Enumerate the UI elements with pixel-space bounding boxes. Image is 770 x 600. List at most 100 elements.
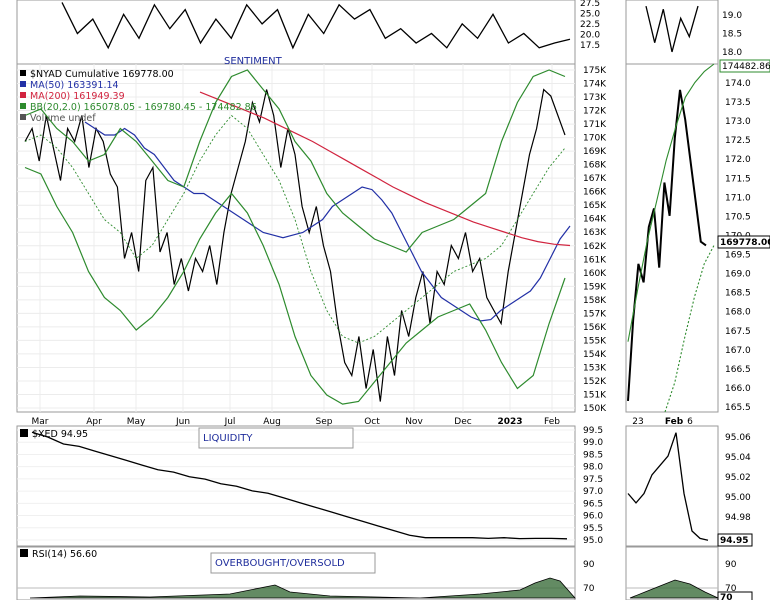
side-series-0 bbox=[627, 89, 707, 401]
main-series-2 bbox=[199, 91, 571, 247]
main-ytick-10: 165K bbox=[583, 201, 607, 211]
main-panel-frame-2 bbox=[16, 425, 576, 547]
liq-ytick-5: 97.0 bbox=[583, 487, 603, 497]
main-ytick-16: 159K bbox=[583, 282, 607, 292]
sentiment-line bbox=[61, 2, 571, 50]
side-ytick-2: 173.0 bbox=[725, 117, 751, 127]
main-xlabel-0: Mar bbox=[32, 417, 49, 427]
rsi-ytick-1: 70 bbox=[583, 584, 595, 594]
main-ytick-14: 161K bbox=[583, 255, 607, 265]
main-legend-4: Volume undef bbox=[30, 113, 96, 124]
main-legend-swatch-0 bbox=[20, 70, 26, 76]
main-xlabel-7: Oct bbox=[364, 417, 380, 427]
liq-ytick-2: 98.5 bbox=[583, 450, 603, 460]
main-ytick-5: 170K bbox=[583, 134, 607, 144]
main-ytick-25: 150K bbox=[583, 404, 607, 414]
main-series-1 bbox=[84, 121, 571, 322]
side-callout-1: 169778.00 bbox=[720, 238, 770, 248]
side-panel-frame-0 bbox=[625, 0, 719, 65]
side-ytick-17: 165.5 bbox=[725, 403, 751, 413]
main-xlabel-6: Sep bbox=[316, 417, 333, 427]
liq-ytick-9: 95.0 bbox=[583, 536, 603, 546]
rsi-side-callout: 70 bbox=[720, 593, 733, 600]
liq-side-callout-box bbox=[717, 533, 753, 547]
main-xlabel-4: Jul bbox=[224, 417, 236, 427]
main-ytick-13: 162K bbox=[583, 242, 607, 252]
main-ytick-9: 166K bbox=[583, 188, 607, 198]
side-ytick-7: 170.5 bbox=[725, 212, 751, 222]
liq-ytick-3: 98.0 bbox=[583, 463, 603, 473]
main-panel-frame-1 bbox=[16, 63, 576, 413]
liq-side-callout: 94.95 bbox=[720, 536, 748, 546]
liq-ytick-1: 99.0 bbox=[583, 438, 603, 448]
main-ytick-11: 164K bbox=[583, 215, 607, 225]
sentiment-tick-4: 17.5 bbox=[580, 41, 600, 51]
liq-ytick-6: 96.5 bbox=[583, 499, 603, 509]
main-series-4 bbox=[24, 114, 566, 344]
main-xlabel-1: Apr bbox=[86, 417, 102, 427]
rsi-title: OVERBOUGHT/OVERSOLD bbox=[215, 558, 345, 569]
sentiment-tick-1: 25.0 bbox=[580, 10, 600, 20]
main-xlabel-2: May bbox=[127, 417, 146, 427]
side-panel-frame-1 bbox=[625, 63, 719, 413]
main-legend-swatch-3 bbox=[20, 103, 26, 109]
main-ytick-4: 171K bbox=[583, 120, 607, 130]
side-ytick-12: 168.0 bbox=[725, 308, 751, 318]
liq-side-tick-1: 95.04 bbox=[725, 453, 751, 463]
main-series-3 bbox=[24, 69, 566, 253]
side-callout-0: 174482.86 bbox=[722, 62, 770, 72]
rsi-ytick-0: 90 bbox=[583, 560, 595, 570]
main-legend-swatch-2 bbox=[20, 92, 26, 98]
main-series-5 bbox=[24, 166, 566, 405]
sentiment-side-tick-1: 18.5 bbox=[722, 30, 742, 40]
main-ytick-0: 175K bbox=[583, 66, 607, 76]
sentiment-side-tick-2: 18.0 bbox=[722, 48, 742, 58]
main-xlabel-10: 2023 bbox=[497, 417, 522, 427]
side-callout-box-1 bbox=[717, 235, 770, 249]
main-xlabel-5: Aug bbox=[263, 417, 281, 427]
main-ytick-1: 174K bbox=[583, 80, 607, 90]
main-ytick-19: 156K bbox=[583, 323, 607, 333]
side-ytick-6: 171.0 bbox=[725, 193, 751, 203]
liq-title-box bbox=[198, 427, 354, 449]
rsi-title-box bbox=[210, 552, 376, 574]
liq-ytick-0: 99.5 bbox=[583, 426, 603, 436]
main-ytick-22: 153K bbox=[583, 363, 607, 373]
main-ytick-23: 152K bbox=[583, 377, 607, 387]
main-ytick-8: 167K bbox=[583, 174, 607, 184]
side-ytick-4: 172.0 bbox=[725, 155, 751, 165]
main-xlabel-3: Jun bbox=[175, 417, 190, 427]
liq-side-tick-4: 94.98 bbox=[725, 513, 751, 523]
side-callout-box-0 bbox=[719, 59, 770, 73]
main-xlabel-9: Dec bbox=[454, 417, 471, 427]
main-xlabel-11: Feb bbox=[544, 417, 560, 427]
side-ytick-14: 167.0 bbox=[725, 346, 751, 356]
main-ytick-15: 160K bbox=[583, 269, 607, 279]
main-legend-0: $NYAD Cumulative 169778.00 bbox=[30, 69, 174, 80]
main-ytick-2: 173K bbox=[583, 93, 607, 103]
side-ytick-11: 168.5 bbox=[725, 289, 751, 299]
rsi-legend-swatch bbox=[20, 549, 28, 557]
sentiment-tick-3: 20.0 bbox=[580, 31, 600, 41]
main-legend-3: BB(20,2.0) 165078.05 - 169780.45 - 17448… bbox=[30, 102, 257, 113]
main-legend-1: MA(50) 163391.14 bbox=[30, 80, 119, 91]
side-ytick-10: 169.0 bbox=[725, 270, 751, 280]
sentiment-side-tick-0: 19.0 bbox=[722, 11, 742, 21]
main-panel-frame-0 bbox=[16, 0, 576, 65]
side-panel-frame-3 bbox=[625, 546, 719, 600]
main-panel-frame-3 bbox=[16, 546, 576, 600]
rsi-side-tick-0: 90 bbox=[725, 560, 737, 570]
rsi-area bbox=[29, 577, 576, 599]
sentiment-side-line bbox=[645, 5, 699, 53]
liq-legend-swatch bbox=[20, 429, 28, 437]
liq-side-line bbox=[627, 432, 709, 541]
side-ytick-0: 174.0 bbox=[725, 79, 751, 89]
side-ytick-3: 172.5 bbox=[725, 136, 751, 146]
rsi-legend: RSI(14) 56.60 bbox=[32, 549, 97, 560]
liq-ytick-4: 97.5 bbox=[583, 475, 603, 485]
side-xlabel-2: 6 bbox=[687, 417, 693, 427]
side-ytick-5: 171.5 bbox=[725, 174, 751, 184]
main-xlabel-8: Nov bbox=[405, 417, 423, 427]
